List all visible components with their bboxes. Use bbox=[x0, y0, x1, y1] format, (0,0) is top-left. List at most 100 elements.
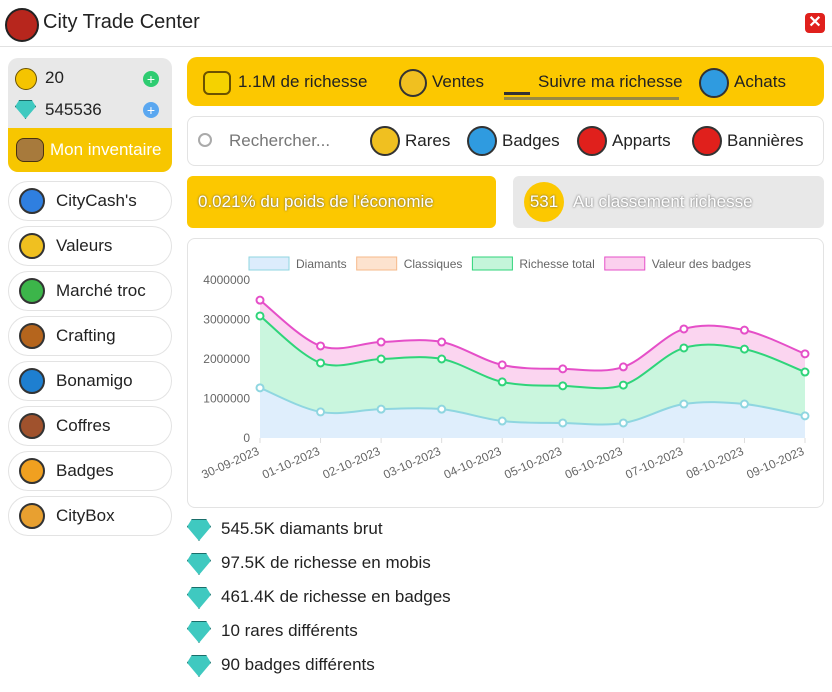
menu-icon bbox=[19, 368, 45, 394]
data-point bbox=[739, 344, 749, 354]
menu-label[interactable]: Crafting bbox=[56, 326, 116, 345]
data-point bbox=[679, 343, 689, 353]
series-line bbox=[259, 299, 806, 372]
legend-label: Valeur des badges bbox=[652, 257, 751, 271]
data-point bbox=[497, 360, 507, 370]
x-tick-label: 07-10-2023 bbox=[623, 444, 685, 482]
x-tick-label: 30-09-2023 bbox=[199, 444, 261, 482]
inventory-icon bbox=[16, 138, 44, 162]
filter-icon bbox=[370, 126, 400, 156]
economy-share: 0.021% du poids de l'économie bbox=[198, 192, 434, 211]
data-point bbox=[558, 364, 568, 374]
menu-label[interactable]: CityCash's bbox=[56, 191, 137, 210]
menu-label[interactable]: Badges bbox=[56, 461, 114, 480]
chart-frame bbox=[187, 238, 824, 508]
menu-label[interactable]: Bonamigo bbox=[56, 371, 133, 390]
summary-item: 461.4K de richesse en badges bbox=[221, 587, 451, 606]
app-logo bbox=[5, 8, 39, 42]
legend-label: Richesse total bbox=[519, 257, 594, 271]
data-point bbox=[316, 341, 326, 351]
area-fill bbox=[260, 387, 805, 438]
data-point bbox=[800, 367, 810, 377]
menu-label[interactable]: Marché troc bbox=[56, 281, 146, 300]
rank-label: Au classement richesse bbox=[573, 192, 753, 211]
data-point bbox=[255, 311, 265, 321]
filter[interactable]: Apparts bbox=[612, 131, 671, 150]
menu-icon bbox=[19, 323, 45, 349]
x-tick-label: 01-10-2023 bbox=[260, 444, 322, 482]
series-line bbox=[259, 386, 806, 426]
economy-share-box bbox=[187, 176, 496, 228]
tab[interactable]: Achats bbox=[734, 72, 786, 91]
data-point bbox=[255, 295, 265, 305]
y-tick-label: 1000000 bbox=[203, 392, 250, 406]
menu-label[interactable]: CityBox bbox=[56, 506, 115, 525]
rank-box bbox=[513, 176, 824, 228]
area-fill bbox=[260, 315, 805, 425]
summary-icon bbox=[187, 553, 211, 575]
tab-icon bbox=[504, 68, 530, 95]
menu-icon bbox=[19, 413, 45, 439]
data-point bbox=[679, 324, 689, 334]
coin-balance: 20 bbox=[45, 68, 64, 87]
active-tab-underline bbox=[504, 97, 679, 100]
x-tick-label: 03-10-2023 bbox=[381, 444, 443, 482]
menu-icon bbox=[19, 503, 45, 529]
filter[interactable]: Bannières bbox=[727, 131, 804, 150]
close-button[interactable]: ✕ bbox=[805, 13, 825, 33]
filter[interactable]: Badges bbox=[502, 131, 560, 150]
data-point bbox=[739, 399, 749, 409]
x-tick-label: 06-10-2023 bbox=[563, 444, 625, 482]
data-point bbox=[497, 377, 507, 387]
summary-item: 10 rares différents bbox=[221, 621, 358, 640]
summary-icon bbox=[187, 519, 211, 541]
data-point bbox=[437, 354, 447, 364]
add-coins[interactable]: + bbox=[143, 71, 159, 87]
add-diamonds[interactable]: + bbox=[143, 102, 159, 118]
search-icon bbox=[198, 133, 212, 147]
filter[interactable]: Rares bbox=[405, 131, 451, 150]
data-point bbox=[255, 383, 265, 393]
inventory-label: Mon inventaire bbox=[50, 140, 162, 159]
x-tick-label: 08-10-2023 bbox=[684, 444, 746, 482]
tab-icon bbox=[399, 69, 427, 97]
y-tick-label: 3000000 bbox=[203, 313, 250, 327]
tab-icon bbox=[699, 68, 729, 98]
menu-icon bbox=[19, 188, 45, 214]
summary-icon bbox=[187, 587, 211, 609]
summary-item: 90 badges différents bbox=[221, 655, 375, 674]
x-tick-label: 09-10-2023 bbox=[744, 444, 806, 482]
legend-swatch bbox=[471, 256, 513, 271]
filter-icon bbox=[467, 126, 497, 156]
data-point bbox=[679, 399, 689, 409]
data-point bbox=[376, 337, 386, 347]
legend-label: Classiques bbox=[404, 257, 463, 271]
tab[interactable]: Suivre ma richesse bbox=[538, 72, 683, 91]
data-point bbox=[558, 381, 568, 391]
menu-icon bbox=[19, 233, 45, 259]
window-title: City Trade Center bbox=[43, 11, 200, 33]
x-tick-label: 05-10-2023 bbox=[502, 444, 564, 482]
x-tick-label: 04-10-2023 bbox=[442, 444, 504, 482]
data-point bbox=[800, 411, 810, 421]
tab[interactable]: 1.1M de richesse bbox=[238, 72, 368, 91]
data-point bbox=[316, 407, 326, 417]
x-tick-label: 02-10-2023 bbox=[321, 444, 383, 482]
data-point bbox=[558, 418, 568, 428]
summary-item: 545.5K diamants brut bbox=[221, 519, 383, 538]
tab[interactable]: Ventes bbox=[432, 72, 484, 91]
menu-icon bbox=[19, 458, 45, 484]
data-point bbox=[618, 418, 628, 428]
filter-icon bbox=[692, 126, 722, 156]
series-line bbox=[259, 315, 806, 390]
coin-icon bbox=[15, 68, 37, 90]
menu-label[interactable]: Coffres bbox=[56, 416, 111, 435]
search-input[interactable]: Rechercher... bbox=[229, 131, 331, 150]
summary-icon bbox=[187, 621, 211, 643]
summary-item: 97.5K de richesse en mobis bbox=[221, 553, 431, 572]
data-point bbox=[800, 349, 810, 359]
data-point bbox=[739, 325, 749, 335]
menu-label[interactable]: Valeurs bbox=[56, 236, 113, 255]
data-point bbox=[376, 404, 386, 414]
